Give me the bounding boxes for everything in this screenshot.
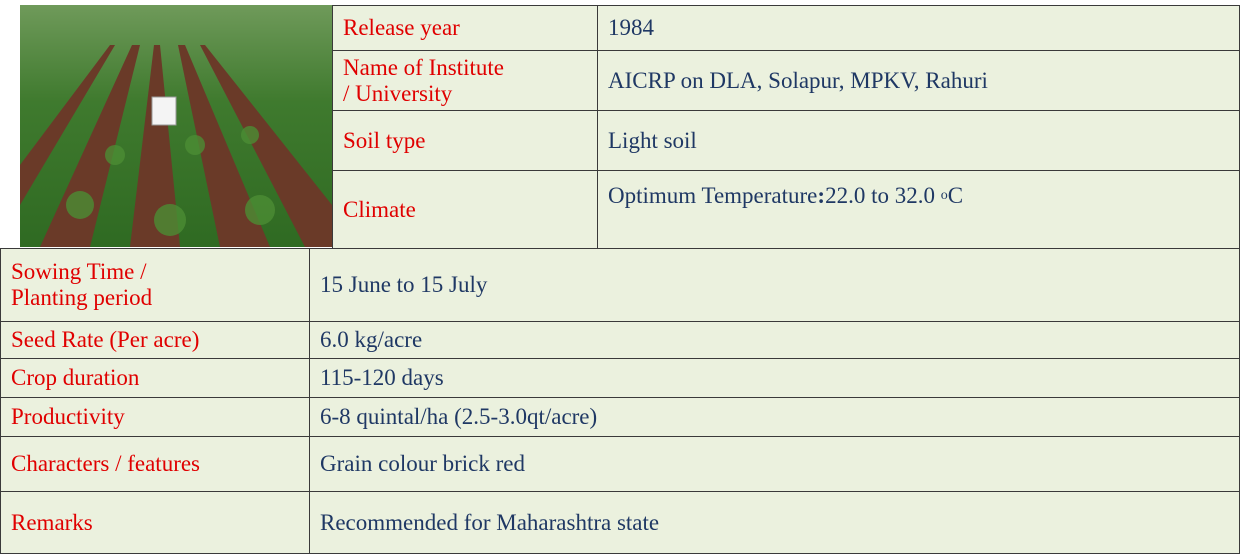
value-cell: AICRP on DLA, Solapur, MPKV, Rahuri (597, 50, 1240, 111)
value-cell: 6-8 quintal/ha (2.5-3.0qt/acre) (309, 397, 1240, 437)
value-cell: 15 June to 15 July (309, 248, 1240, 322)
value-cell: 1984 (597, 5, 1240, 51)
value-cell: 6.0 kg/acre (309, 321, 1240, 359)
label-cell: Sowing Time / Planting period (0, 248, 310, 322)
label: Climate (343, 197, 416, 223)
value-cell: 115-120 days (309, 358, 1240, 398)
value: 115-120 days (320, 365, 444, 390)
climate-separator: : (817, 183, 826, 208)
value: 6-8 quintal/ha (2.5-3.0qt/acre) (320, 404, 598, 429)
label-cell: Remarks (0, 491, 310, 554)
value: Light soil (608, 127, 697, 153)
label-line: Planting period (11, 285, 153, 310)
label: Productivity (11, 404, 125, 430)
label-cell: Name of Institute / University (332, 50, 598, 111)
label-line: Crop duration (11, 365, 140, 390)
value: AICRP on DLA, Solapur, MPKV, Rahuri (608, 67, 988, 93)
value: Recommended for Maharashtra state (320, 509, 660, 535)
value-cell: Grain colour brick red (309, 436, 1240, 492)
label: Name of Institute / University (343, 55, 504, 107)
label-cell: Soil type (332, 110, 598, 171)
label-line: Remarks (11, 509, 93, 535)
climate-unit: C (947, 183, 964, 208)
climate-prefix: Optimum Temperature (608, 183, 818, 208)
label-line: Productivity (11, 404, 125, 429)
label-line: / University (343, 80, 453, 106)
value: 15 June to 15 July (320, 272, 488, 297)
label: Seed Rate (Per acre) (11, 327, 199, 353)
crop-photo (20, 5, 332, 247)
label-line: Climate (343, 196, 416, 222)
label-cell: Productivity (0, 397, 310, 437)
label: Remarks (11, 510, 93, 536)
label-cell: Climate (332, 170, 598, 249)
label-cell: Crop duration (0, 358, 310, 398)
climate-degree: o (940, 188, 948, 203)
label-line: Sowing Time / (11, 259, 147, 284)
label-cell: Release year (332, 5, 598, 51)
label-line: Characters / features (11, 451, 201, 476)
label-line: Release year (343, 15, 460, 40)
label: Release year (343, 15, 460, 41)
label: Crop duration (11, 365, 139, 391)
label: Sowing Time / Planting period (11, 259, 152, 311)
value-cell: Light soil (597, 110, 1240, 171)
value-cell: Recommended for Maharashtra state (309, 491, 1240, 554)
label-cell: Seed Rate (Per acre) (0, 321, 310, 359)
label-line: Soil type (343, 127, 426, 153)
label-line: Name of Institute (343, 54, 504, 80)
label-line: Seed Rate (Per acre) (11, 327, 200, 352)
climate-range: 22.0 to 32.0 (825, 183, 935, 208)
label: Characters / features (11, 451, 200, 477)
value: Grain colour brick red (320, 451, 526, 476)
label: Soil type (343, 128, 425, 154)
label-cell: Characters / features (0, 436, 310, 492)
value: 6.0 kg/acre (320, 327, 423, 352)
value: 1984 (608, 15, 654, 40)
